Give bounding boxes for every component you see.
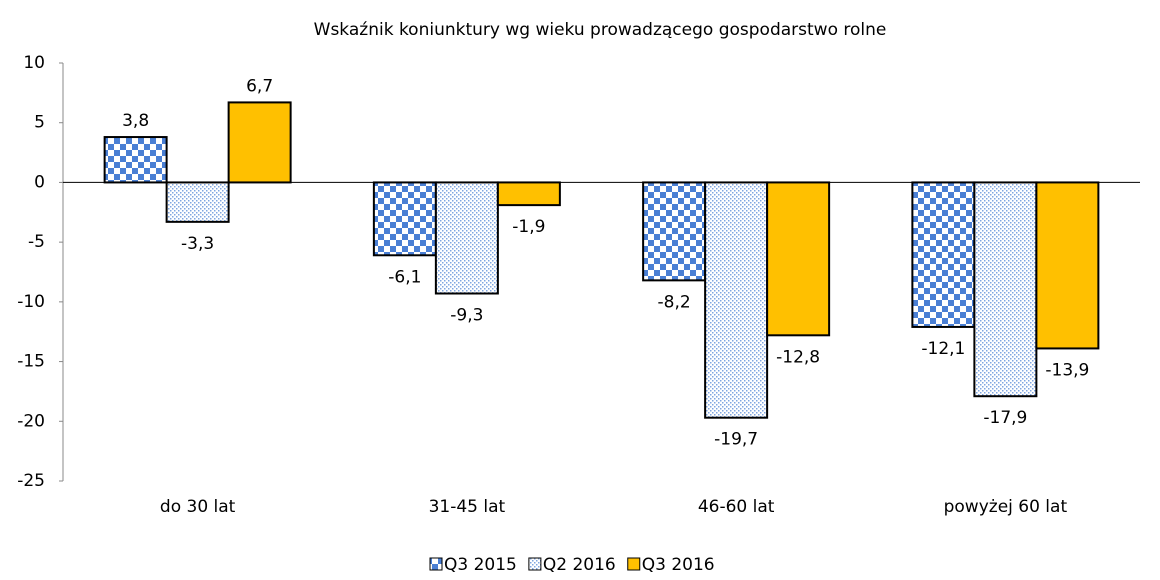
data-label: -13,9 (1045, 360, 1089, 380)
y-tick-label: -25 (17, 471, 45, 491)
y-tick-label: 0 (34, 172, 45, 192)
y-tick-label: 10 (23, 53, 45, 73)
bar (372, 181, 437, 257)
x-tick-label: powyżej 60 lat (944, 497, 1068, 517)
data-label: -17,9 (983, 408, 1027, 428)
data-label: -6,1 (388, 267, 421, 287)
legend-swatch (429, 557, 443, 571)
bar (642, 181, 707, 282)
data-label: -1,9 (512, 217, 545, 237)
y-tick-label: 5 (34, 113, 45, 133)
bar (911, 181, 976, 328)
x-tick-label: 31-45 lat (429, 497, 506, 517)
data-label: -12,8 (776, 347, 820, 367)
bar (496, 181, 561, 207)
x-tick-label: do 30 lat (160, 497, 236, 517)
data-label: -8,2 (658, 292, 691, 312)
data-label: -19,7 (714, 430, 758, 450)
y-tick-label: -10 (17, 292, 45, 312)
data-label: -12,1 (921, 339, 965, 359)
y-tick-label: -20 (17, 411, 45, 431)
bar (165, 181, 230, 223)
bar (227, 101, 292, 184)
bar (704, 181, 769, 419)
legend-label: Q2 2016 (543, 555, 616, 575)
data-label: 3,8 (122, 111, 149, 131)
y-tick-label: -15 (17, 352, 45, 372)
bar (1035, 181, 1100, 350)
data-label: -3,3 (181, 234, 214, 254)
legend-swatch (627, 557, 641, 571)
y-tick-label: -5 (28, 232, 45, 252)
data-label: -9,3 (450, 305, 483, 325)
legend-swatch (528, 557, 542, 571)
bar (103, 136, 168, 184)
chart-title: Wskaźnik koniunktury wg wieku prowadzące… (314, 20, 887, 40)
legend-label: Q3 2015 (444, 555, 517, 575)
bar (766, 181, 831, 337)
bar (973, 181, 1038, 398)
bar (434, 181, 499, 295)
data-label: 6,7 (246, 76, 273, 96)
legend-label: Q3 2016 (642, 555, 715, 575)
x-tick-label: 46-60 lat (698, 497, 775, 517)
